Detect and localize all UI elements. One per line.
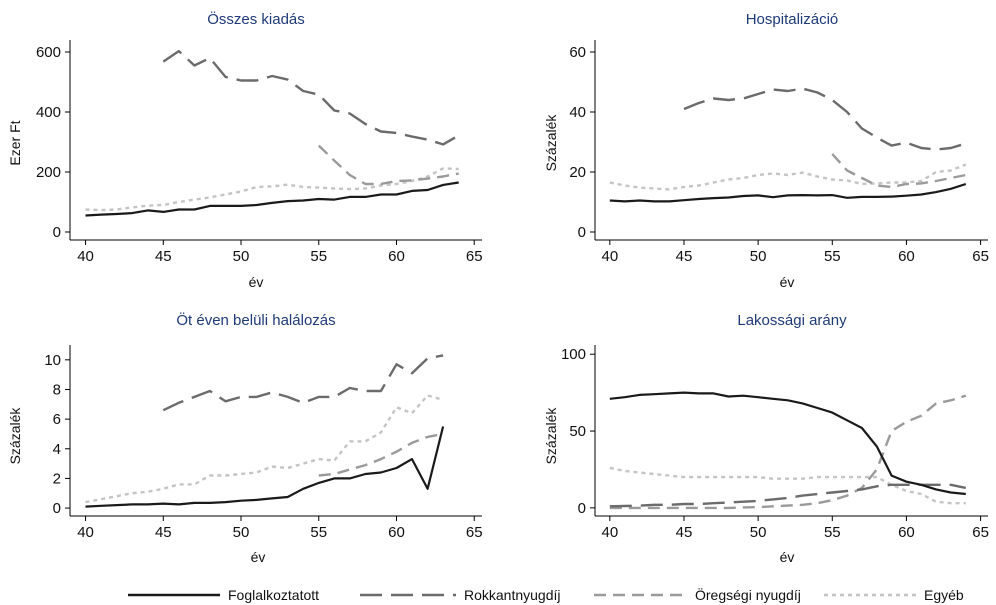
panel-hospitalization: Hospitalizáció Százalék év 0 20 40 60 40 45 50… [543, 11, 989, 290]
y-tick-label: 400 [36, 104, 61, 121]
series-line-rokkantnyugd-j [683, 87, 967, 151]
y-tick-label: 0 [53, 224, 61, 241]
panel-population-share: Lakossági arány Százalék év 0 50 100 40 45 50… [543, 312, 989, 565]
y-tick-label: 600 [36, 44, 61, 61]
y-tick-label: 0 [53, 500, 61, 517]
y-tick-label: 2 [53, 470, 61, 487]
y-tick-label: 20 [569, 164, 586, 181]
x-tick-label: 50 [750, 248, 767, 265]
series-line-rokkantnyugd-j [162, 354, 444, 412]
x-tick-label: 60 [388, 248, 405, 265]
panel-title: Hospitalizáció [746, 11, 839, 28]
panel-title: Lakossági arány [737, 312, 847, 329]
series-line-rokkantnyugd-j [609, 483, 967, 508]
x-axis-label: év [780, 274, 795, 290]
x-tick-label: 40 [77, 248, 94, 265]
legend-label: Öregségi nyugdíj [695, 586, 801, 603]
x-tick-label: 65 [466, 524, 483, 541]
y-axis-label: Százalék [543, 114, 559, 172]
x-tick-label: 65 [972, 248, 989, 265]
y-axis-label: Százalék [7, 407, 23, 465]
x-tick-label: 60 [388, 524, 405, 541]
y-tick-label: 50 [569, 423, 586, 440]
series-line-foglalkoztatott [609, 182, 967, 203]
x-tick-label: 40 [601, 524, 618, 541]
series-line--regs-gi-nyugd-j [831, 153, 967, 189]
x-tick-label: 60 [898, 524, 915, 541]
x-axis-label: év [249, 274, 264, 290]
panel-title: Összes kiadás [207, 10, 305, 28]
x-tick-label: 45 [155, 524, 172, 541]
y-tick-label: 8 [53, 381, 61, 398]
legend-label: Egyéb [924, 587, 964, 603]
x-tick-label: 65 [972, 524, 989, 541]
x-tick-label: 55 [824, 248, 841, 265]
series-line--regs-gi-nyugd-j [317, 144, 459, 186]
x-tick-label: 40 [77, 524, 94, 541]
y-tick-label: 60 [569, 44, 586, 61]
x-tick-label: 40 [601, 248, 618, 265]
x-tick-label: 50 [233, 248, 250, 265]
x-axis-label: év [780, 549, 795, 565]
panel-plot-area: 0 50 100 40 45 50 55 60 65 [561, 345, 989, 541]
series-line-egy-b [85, 167, 459, 212]
x-tick-label: 45 [676, 248, 693, 265]
x-tick-label: 50 [750, 524, 767, 541]
y-tick-label: 0 [578, 224, 586, 241]
y-tick-label: 0 [578, 500, 586, 517]
series-line-foglalkoztatott [609, 391, 966, 496]
y-tick-label: 100 [561, 346, 586, 363]
legend: Foglalkoztatott Rokkantnyugdíj Öregségi ny… [128, 586, 964, 603]
series-line-foglalkoztatott [85, 426, 445, 508]
legend-label: Foglalkoztatott [228, 587, 319, 603]
y-tick-label: 10 [44, 352, 61, 369]
y-tick-label: 40 [569, 104, 586, 121]
series-line-foglalkoztatott [85, 181, 459, 217]
x-tick-label: 55 [310, 524, 327, 541]
x-tick-label: 45 [676, 524, 693, 541]
y-tick-label: 4 [53, 441, 61, 458]
x-tick-label: 50 [233, 524, 250, 541]
x-tick-label: 65 [466, 248, 483, 265]
x-tick-label: 55 [824, 524, 841, 541]
x-tick-label: 60 [898, 248, 915, 265]
panel-plot-area: 0 200 400 600 40 45 50 55 60 65 [36, 40, 483, 265]
x-tick-label: 45 [155, 248, 172, 265]
panel-plot-area: 0 20 40 60 40 45 50 55 60 65 [569, 40, 989, 265]
x-axis-label: év [251, 549, 266, 565]
y-tick-label: 6 [53, 411, 61, 428]
y-axis-label: Ezer Ft [7, 120, 23, 165]
panel-mortality: Öt éven belüli halálozás Százalék év 0 2 4… [7, 311, 483, 565]
y-axis-label: Százalék [543, 407, 559, 465]
series-line-rokkantnyugd-j [162, 49, 460, 146]
panel-plot-area: 0 2 4 6 8 10 40 45 50 55 60 65 [44, 345, 483, 541]
x-tick-label: 55 [310, 248, 327, 265]
series-line-egy-b [609, 466, 966, 505]
series-line--regs-gi-nyugd-j [609, 394, 967, 510]
panel-title: Öt éven belüli halálozás [176, 311, 335, 329]
legend-label: Rokkantnyugdíj [464, 587, 561, 603]
series-line-egy-b [609, 163, 967, 191]
series-line--regs-gi-nyugd-j [318, 432, 444, 477]
y-tick-label: 200 [36, 164, 61, 181]
panel-total-expenditure: Összes kiadás Ezer Ft év 0 200 400 600 40 45 5… [7, 10, 483, 290]
